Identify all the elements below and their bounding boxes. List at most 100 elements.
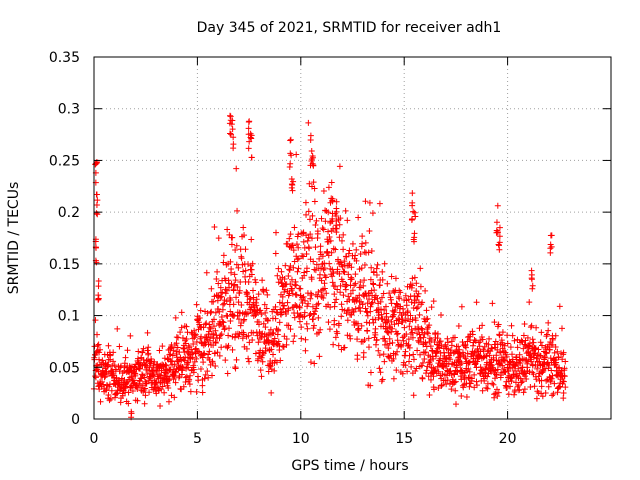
data-point <box>125 400 132 407</box>
data-point <box>232 247 239 254</box>
data-point <box>414 293 421 300</box>
data-point <box>309 153 316 160</box>
data-point <box>145 350 152 357</box>
data-point <box>410 304 417 311</box>
data-point <box>550 356 557 363</box>
data-point <box>366 228 373 235</box>
data-point <box>341 269 348 276</box>
data-point <box>327 237 334 244</box>
data-point <box>310 316 317 323</box>
data-point <box>289 181 296 188</box>
data-point <box>383 313 390 320</box>
data-point <box>174 344 181 351</box>
data-point <box>387 296 394 303</box>
data-point <box>545 327 552 334</box>
data-point <box>344 317 351 324</box>
data-point <box>334 286 341 293</box>
data-point <box>448 386 455 393</box>
y-tick-label: 0.25 <box>49 153 80 169</box>
data-point <box>95 295 102 302</box>
data-point <box>347 290 354 297</box>
data-point <box>493 219 500 226</box>
data-point <box>411 274 418 281</box>
data-point <box>287 150 294 157</box>
data-point <box>322 218 329 225</box>
data-point <box>151 358 158 365</box>
data-point <box>486 335 493 342</box>
data-point <box>334 330 341 337</box>
data-point <box>369 210 376 217</box>
data-point <box>209 359 216 366</box>
data-point <box>315 289 322 296</box>
data-point <box>286 163 293 170</box>
data-point <box>421 356 428 363</box>
data-point <box>400 337 407 344</box>
data-point <box>95 341 102 348</box>
data-point <box>215 235 222 242</box>
data-point <box>257 307 264 314</box>
data-point <box>205 374 212 381</box>
data-point <box>91 343 98 350</box>
data-point <box>259 277 266 284</box>
data-point <box>429 347 435 354</box>
data-point <box>558 367 565 374</box>
data-point <box>512 379 519 386</box>
data-point <box>354 320 361 327</box>
data-point <box>289 187 296 194</box>
data-point <box>350 308 357 315</box>
data-point <box>362 239 369 246</box>
data-point <box>413 365 420 372</box>
data-point <box>527 324 534 331</box>
data-point <box>389 339 396 346</box>
data-point <box>293 151 300 158</box>
data-point <box>314 230 321 237</box>
data-point <box>407 312 414 319</box>
data-point <box>413 305 420 312</box>
data-point <box>340 292 347 299</box>
data-point <box>511 391 518 398</box>
data-point <box>547 232 554 239</box>
data-point <box>426 361 433 368</box>
data-point <box>412 317 419 324</box>
data-point <box>301 309 308 316</box>
data-point <box>230 301 237 308</box>
data-point <box>430 373 437 380</box>
data-point <box>220 252 227 259</box>
data-point <box>342 207 349 214</box>
data-point <box>435 385 442 392</box>
data-point <box>404 309 411 316</box>
data-point <box>526 299 533 306</box>
data-point <box>237 278 244 285</box>
data-point <box>125 389 132 396</box>
data-point <box>501 342 508 349</box>
data-point <box>371 287 378 294</box>
data-point <box>419 375 426 382</box>
data-point <box>163 362 170 369</box>
data-point <box>509 351 516 358</box>
data-point <box>411 234 418 241</box>
data-point <box>294 310 301 317</box>
data-point <box>161 389 168 396</box>
data-point <box>357 250 364 257</box>
data-point <box>528 322 535 329</box>
data-point <box>402 362 409 369</box>
data-point <box>302 347 309 354</box>
data-point <box>368 300 375 307</box>
data-point <box>448 342 455 349</box>
data-point <box>477 364 484 371</box>
data-point <box>102 373 109 380</box>
data-point <box>332 334 339 341</box>
data-point <box>553 359 560 366</box>
data-point <box>365 335 372 342</box>
data-point <box>316 255 323 262</box>
data-point <box>364 312 371 319</box>
data-point <box>262 324 269 331</box>
data-point <box>157 403 164 410</box>
data-point <box>409 334 416 341</box>
data-point <box>219 289 226 296</box>
data-point <box>344 217 351 224</box>
data-point <box>335 322 342 329</box>
data-point <box>533 395 540 402</box>
data-point <box>317 243 324 250</box>
data-point <box>494 393 501 400</box>
